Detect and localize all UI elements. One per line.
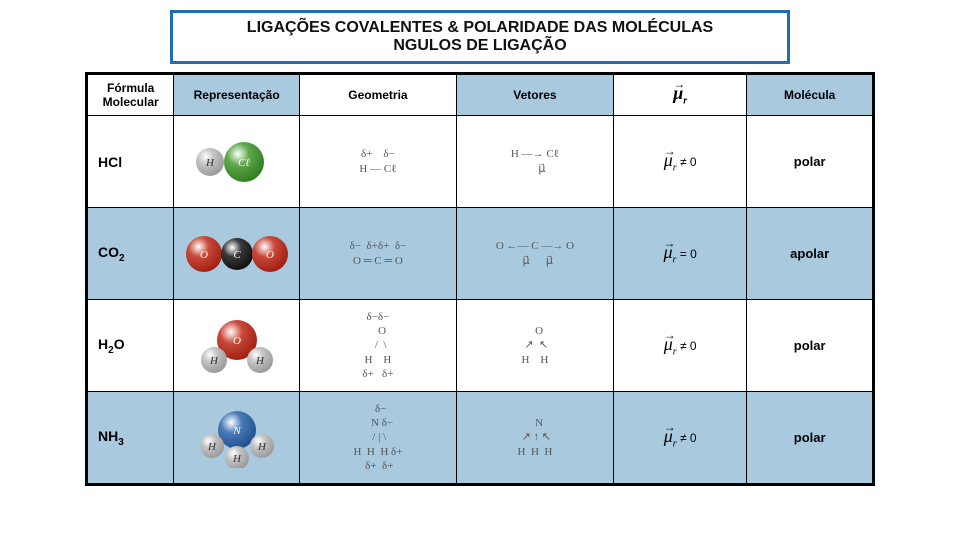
svg-text:H: H (257, 441, 267, 453)
table-row: CO2 O C Oδ− δ+δ+ δ− O ═ C ═ OO ←— C —→ O… (88, 208, 873, 300)
title-box: LIGAÇÕES COVALENTES & POLARIDADE DAS MOL… (170, 10, 790, 64)
header-representacao: Representação (174, 75, 300, 116)
cell-molecule: polar (747, 116, 873, 208)
cell-mu: →μr ≠ 0 (613, 116, 746, 208)
svg-text:C: C (233, 249, 241, 261)
cell-vectors: H —→ Cℓ μ⃗ (456, 116, 613, 208)
cell-mu: →μr = 0 (613, 208, 746, 300)
cell-formula: CO2 (88, 208, 174, 300)
table-row: HCl H Cℓδ+ δ− H — CℓH —→ Cℓ μ⃗→μr ≠ 0pol… (88, 116, 873, 208)
cell-representation: O H H (174, 300, 300, 392)
header-formula: Fórmula Molecular (88, 75, 174, 116)
table-row: NH3 N H H H δ− N δ− / | \ H H H δ+ δ+ δ+… (88, 392, 873, 484)
cell-representation: O C O (174, 208, 300, 300)
cell-representation: H Cℓ (174, 116, 300, 208)
svg-text:N: N (232, 425, 241, 437)
svg-text:Cℓ: Cℓ (238, 157, 250, 169)
mu-sub: r (683, 96, 687, 107)
polarity-table-wrap: Fórmula Molecular Representação Geometri… (85, 72, 875, 486)
cell-geometry: δ− δ+δ+ δ− O ═ C ═ O (299, 208, 456, 300)
header-geometria: Geometria (299, 75, 456, 116)
cell-vectors: O ←— C —→ O μ⃗ μ⃗ (456, 208, 613, 300)
svg-text:O: O (266, 249, 274, 261)
cell-vectors: O ↗ ↖ H H (456, 300, 613, 392)
polarity-table: Fórmula Molecular Representação Geometri… (87, 74, 873, 484)
cell-molecule: polar (747, 300, 873, 392)
cell-formula: NH3 (88, 392, 174, 484)
svg-text:O: O (200, 249, 208, 261)
cell-molecule: polar (747, 392, 873, 484)
header-molecula: Molécula (747, 75, 873, 116)
cell-mu: →μr ≠ 0 (613, 300, 746, 392)
header-vetores: Vetores (456, 75, 613, 116)
svg-text:H: H (207, 441, 217, 453)
cell-geometry: δ− N δ− / | \ H H H δ+ δ+ δ+ (299, 392, 456, 484)
svg-text:O: O (233, 335, 241, 347)
title-line-2: NGULOS DE LIGAÇÃO (185, 37, 775, 55)
cell-formula: HCl (88, 116, 174, 208)
cell-mu: →μr ≠ 0 (613, 392, 746, 484)
cell-geometry: δ+ δ− H — Cℓ (299, 116, 456, 208)
svg-text:H: H (232, 453, 242, 465)
cell-formula: H2O (88, 300, 174, 392)
svg-text:H: H (209, 355, 219, 367)
svg-text:H: H (205, 157, 215, 169)
header-mu: →μr (613, 75, 746, 116)
cell-vectors: N ↗ ↑ ↖ H H H (456, 392, 613, 484)
header-row: Fórmula Molecular Representação Geometri… (88, 75, 873, 116)
cell-molecule: apolar (747, 208, 873, 300)
table-row: H2O O H Hδ−δ− O / \ H H δ+ δ+ O ↗ ↖ H H→… (88, 300, 873, 392)
cell-geometry: δ−δ− O / \ H H δ+ δ+ (299, 300, 456, 392)
svg-text:H: H (255, 355, 265, 367)
cell-representation: N H H H (174, 392, 300, 484)
title-line-1: LIGAÇÕES COVALENTES & POLARIDADE DAS MOL… (185, 19, 775, 37)
